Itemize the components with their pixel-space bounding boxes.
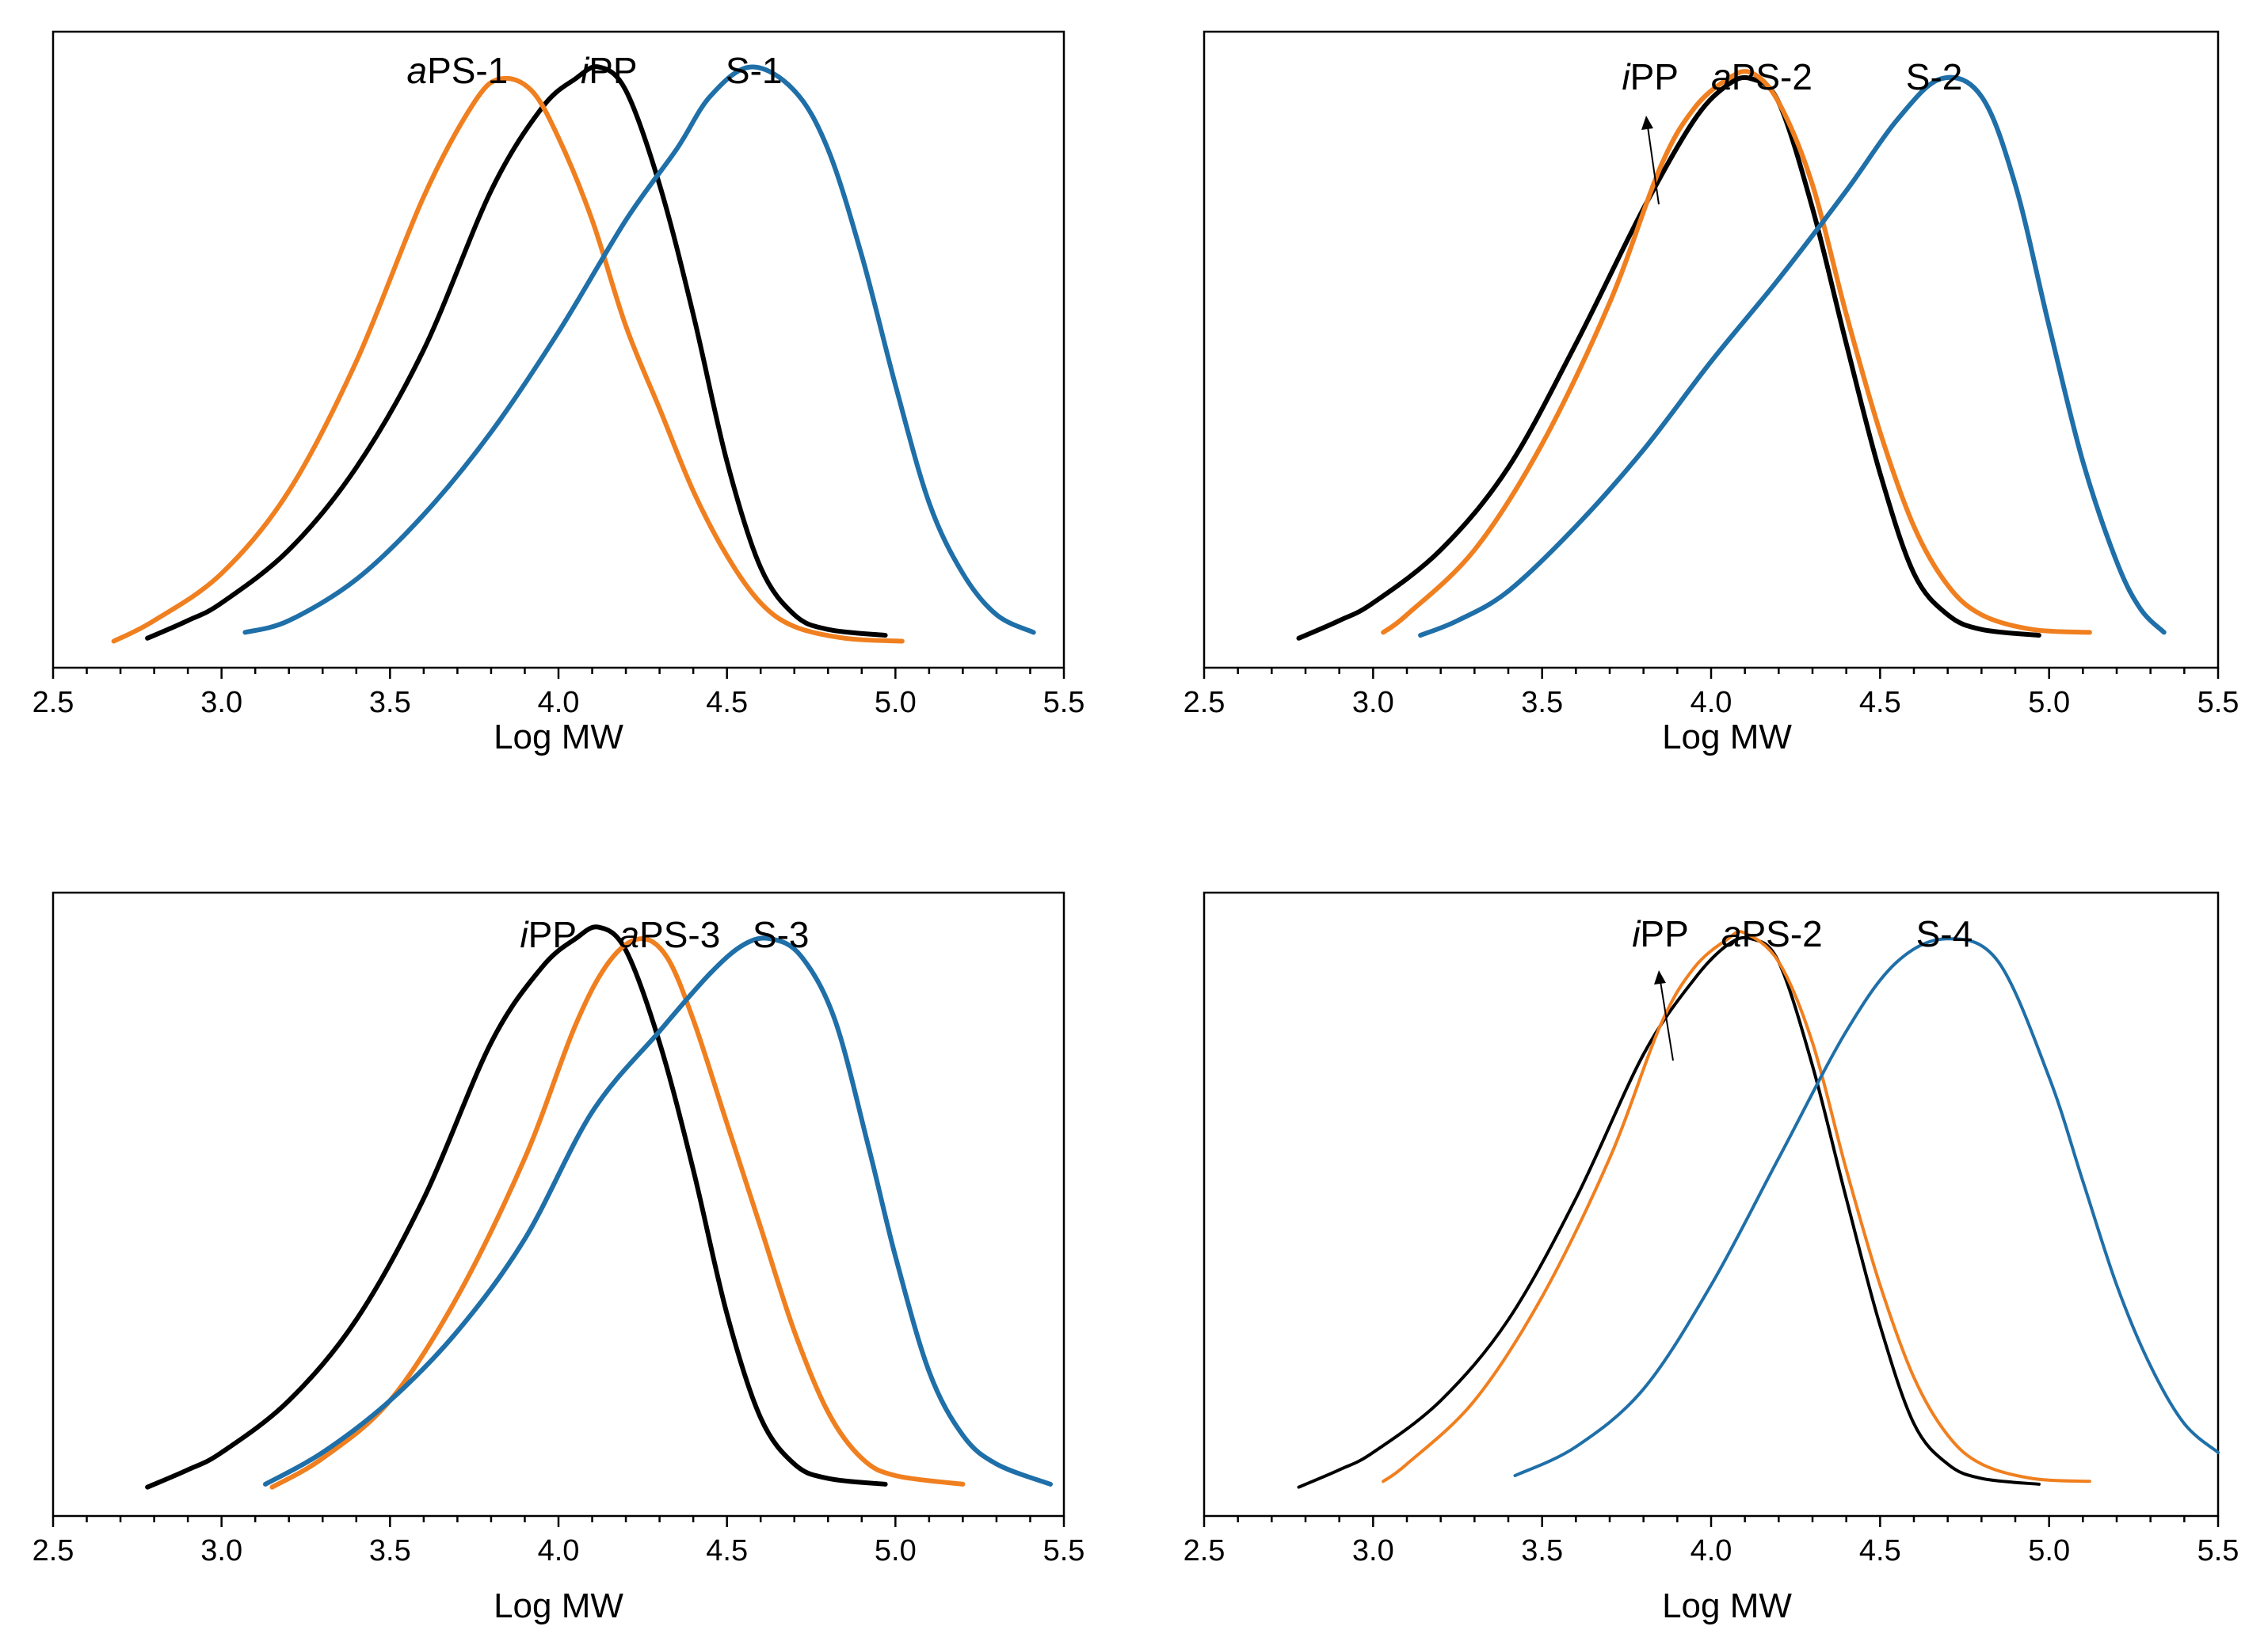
x-axis-ticks: 2.5 3.0 3.5 4.0 4.5 5.0 5.5 [1184,668,2239,719]
series-line-aps-2 [1382,930,2091,1484]
series-line-s-3 [263,935,1053,1487]
series-label-aps-2: aPS-2 [1721,913,1823,954]
series-label-aps-2: aPS-2 [1711,56,1812,97]
series-line-ipp [145,64,888,641]
series-line-ipp [145,924,888,1490]
x-tick-label: 4.0 [1691,686,1732,719]
arrow-head-icon [1641,116,1653,130]
x-tick-label: 3.5 [1521,686,1563,719]
chart-panel-bottom-right: 2.5 3.0 3.5 4.0 4.5 5.0 5.5 iPP aPS-2 S-4 Log … [1184,891,2239,1625]
series-label-s-2: S-2 [1906,56,1963,97]
chart-panel-top-left: 2.5 3.0 3.5 4.0 4.5 5.0 5.5 aPS-1 iPP S-1 Log … [32,30,1085,756]
series-line-aps-2 [1381,69,2092,635]
curves [111,64,1036,644]
series-label-s-1: S-1 [726,50,783,91]
series-label-ipp: iPP [1632,913,1689,954]
x-tick-label: 5.5 [1043,686,1085,719]
chart-panel-top-right: 2.5 3.0 3.5 4.0 4.5 5.0 5.5 iPP aPS-2 S-2 Log … [1184,30,2239,756]
series-line-s-1 [242,64,1036,635]
series-line-ipp [1297,935,2041,1489]
series-label-ipp: iPP [581,50,638,91]
x-tick-label: 3.0 [200,1534,242,1567]
x-tick-label: 2.5 [32,1534,74,1567]
x-tick-label: 5.5 [2197,1534,2239,1567]
series-label-s-4: S-4 [1916,913,1973,954]
x-tick-label: 2.5 [1184,1534,1225,1567]
x-tick-label: 2.5 [32,686,74,719]
series-label-ipp: iPP [520,914,577,955]
x-tick-label: 5.5 [2197,686,2239,719]
series-line-s-4 [1513,937,2220,1477]
plot-frame [51,30,1065,669]
series-line-s-2 [1418,74,2167,638]
curves [1297,930,2220,1489]
plot-frame [1203,30,2220,669]
series-labels: iPP aPS-2 S-2 [1622,56,1963,205]
x-tick-label: 3.0 [1352,686,1394,719]
x-tick-label: 5.0 [2028,1534,2070,1567]
series-line-ipp [1296,74,2041,641]
curves [1296,69,2167,641]
x-tick-label: 3.5 [369,1534,411,1567]
x-axis-ticks: 2.5 3.0 3.5 4.0 4.5 5.0 5.5 [1184,1516,2239,1567]
series-labels: iPP aPS-2 S-4 [1632,913,1973,1061]
series-label-aps-3: aPS-3 [619,914,720,955]
x-tick-label: 4.0 [538,686,580,719]
series-label-s-3: S-3 [753,914,810,955]
series-line-aps-1 [111,75,905,644]
x-tick-label: 5.0 [2028,686,2070,719]
x-tick-label: 4.0 [1691,1534,1732,1567]
ipp-pointer-arrow [1647,126,1660,205]
series-line-aps-3 [269,936,966,1490]
x-axis-ticks: 2.5 3.0 3.5 4.0 4.5 5.0 5.5 [32,668,1085,719]
x-tick-label: 3.5 [1521,1534,1563,1567]
curves [145,924,1053,1490]
arrow-head-icon [1654,970,1666,985]
plot-frame [1203,891,2220,1518]
plot-frame [51,891,1065,1518]
chart-panel-bottom-left: 2.5 3.0 3.5 4.0 4.5 5.0 5.5 iPP aPS-3 S-3 Log … [32,891,1085,1625]
series-labels: aPS-1 iPP S-1 [406,50,782,91]
x-tick-label: 5.0 [875,686,917,719]
x-tick-label: 4.5 [1859,686,1901,719]
x-tick-label: 4.5 [1859,1534,1901,1567]
x-tick-label: 4.5 [706,1534,748,1567]
x-tick-label: 3.0 [1352,1534,1394,1567]
x-tick-label: 2.5 [1184,686,1225,719]
series-label-ipp: iPP [1622,56,1679,97]
x-axis-ticks: 2.5 3.0 3.5 4.0 4.5 5.0 5.5 [32,1516,1085,1567]
series-labels: iPP aPS-3 S-3 [520,914,809,955]
x-tick-label: 5.0 [875,1534,917,1567]
x-tick-label: 5.5 [1043,1534,1085,1567]
x-axis-title: Log MW [494,1586,623,1625]
x-tick-label: 3.0 [200,686,242,719]
ipp-pointer-arrow [1660,981,1674,1061]
x-tick-label: 4.5 [706,686,748,719]
x-tick-label: 4.0 [538,1534,580,1567]
x-axis-title: Log MW [1662,1586,1792,1625]
x-axis-title: Log MW [1662,718,1792,756]
series-label-aps-1: aPS-1 [406,50,508,91]
x-axis-title: Log MW [494,718,623,756]
x-tick-label: 3.5 [369,686,411,719]
